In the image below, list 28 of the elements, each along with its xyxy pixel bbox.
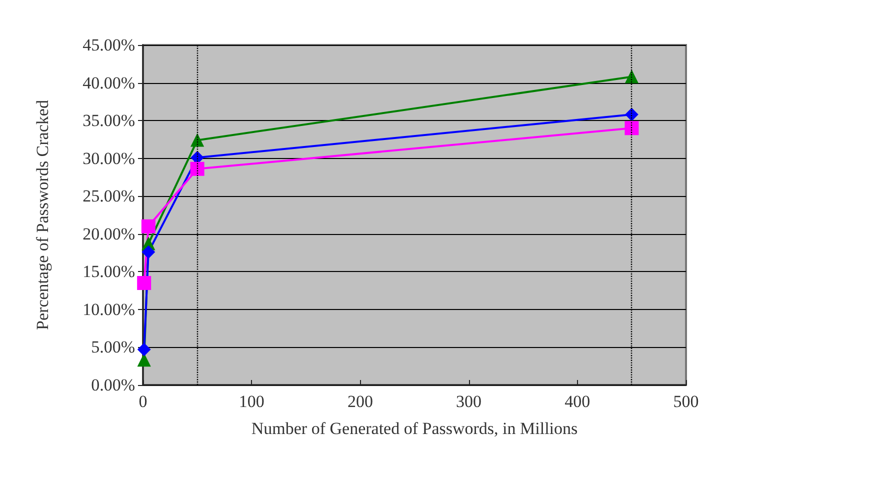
y-tick-label: 30.00% <box>82 148 135 168</box>
y-tick-label: 25.00% <box>82 186 135 206</box>
point <box>624 121 639 136</box>
point <box>138 342 151 356</box>
y-tick-label: 0.00% <box>91 376 135 394</box>
y-tick-label: 15.00% <box>82 262 135 282</box>
point <box>138 354 151 367</box>
x-tick-label: 0 <box>138 392 148 411</box>
y-tick-label: 10.00% <box>82 300 135 319</box>
point <box>625 70 638 84</box>
x-tick-label: 300 <box>456 392 482 411</box>
x-axis-title: Number of Generated of Passwords, in Millions <box>251 419 578 438</box>
x-tick-label: 500 <box>673 392 699 411</box>
point <box>142 246 155 259</box>
point <box>190 162 204 176</box>
point <box>137 276 152 290</box>
y-tick-label: 40.00% <box>82 73 135 92</box>
y-tick-label: 20.00% <box>82 224 135 244</box>
y-tick-label: 35.00% <box>82 111 135 130</box>
x-tick-label: 400 <box>564 392 590 411</box>
point <box>141 219 156 234</box>
y-axis-title: Percentage of Passwords Cracked <box>33 100 52 330</box>
x-tick-label: 100 <box>238 392 264 411</box>
point <box>625 108 638 122</box>
y-tick-label: 45.00% <box>82 36 135 54</box>
y-tick-label: 5.00% <box>91 338 135 357</box>
point <box>190 134 204 147</box>
x-tick-label: 200 <box>347 392 373 411</box>
